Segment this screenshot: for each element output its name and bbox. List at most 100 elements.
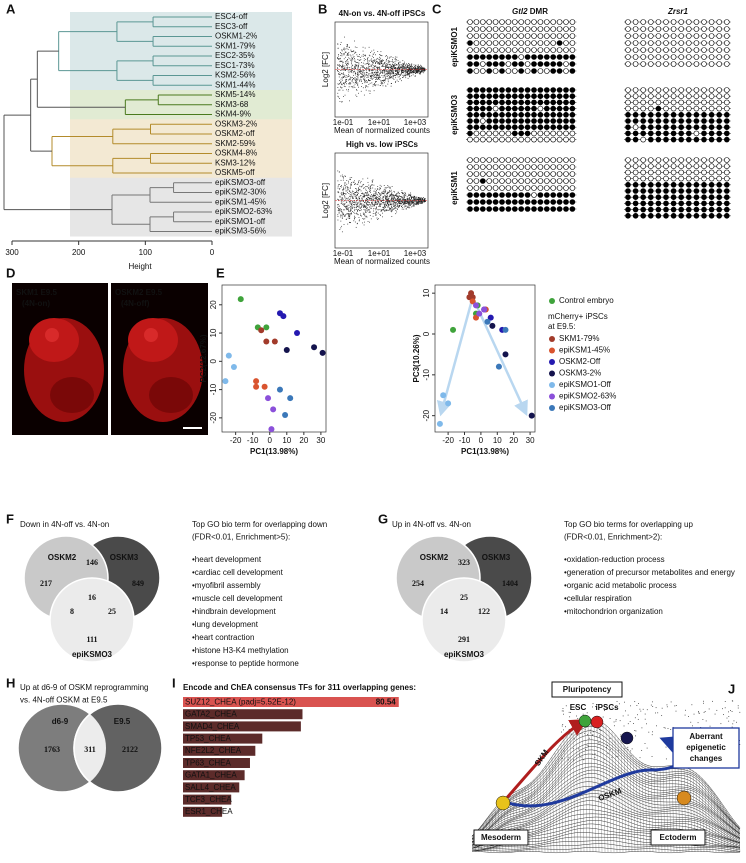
- cpg-site: [569, 61, 576, 67]
- ma-point: [380, 82, 382, 84]
- ma-point: [347, 223, 349, 225]
- ma-point: [347, 197, 349, 199]
- cpg-site: [663, 33, 669, 39]
- ma-point: [349, 191, 351, 192]
- cpg-site: [678, 136, 685, 143]
- ma-point: [367, 200, 368, 202]
- cpg-site: [678, 33, 685, 39]
- ma-point: [410, 193, 412, 195]
- ma-point: [339, 72, 341, 74]
- ma-point: [405, 193, 406, 194]
- ma-point: [363, 60, 365, 62]
- ma-point: [349, 213, 351, 215]
- ma-point: [409, 68, 411, 70]
- ma-point: [387, 192, 389, 194]
- cpg-site: [550, 40, 557, 46]
- cpg-site: [531, 118, 537, 124]
- ma-point: [404, 66, 406, 68]
- ma-point: [387, 202, 388, 204]
- cpg-site: [492, 47, 499, 53]
- cpg-site: [632, 188, 639, 194]
- cpg-site: [708, 206, 715, 213]
- cpg-site: [556, 26, 563, 32]
- ma-point: [386, 64, 388, 66]
- cpg-site: [518, 47, 525, 53]
- ma-point: [351, 202, 353, 204]
- ma-point: [350, 208, 352, 210]
- ma-point: [343, 72, 344, 74]
- landscape-contour: [471, 850, 741, 854]
- ma-point: [348, 52, 350, 53]
- cpg-site: [632, 213, 639, 219]
- ma-point: [341, 186, 343, 188]
- ma-point: [342, 82, 344, 84]
- cpg-site: [716, 33, 723, 39]
- ma-point: [357, 66, 359, 68]
- ma-point: [340, 201, 342, 203]
- ma-point: [357, 79, 359, 80]
- ma-point: [420, 201, 422, 203]
- ma-point: [373, 57, 374, 59]
- cpg-site: [499, 185, 505, 191]
- ma-point: [413, 64, 415, 66]
- ma-point: [410, 72, 412, 74]
- landscape-dot: [692, 725, 693, 727]
- ma-point: [344, 69, 346, 71]
- ma-point: [383, 185, 385, 186]
- venn-count: 16: [88, 593, 96, 602]
- cpg-site: [685, 157, 692, 163]
- cpg-site: [685, 47, 692, 53]
- ma-point: [408, 67, 409, 69]
- venn-count: 254: [412, 579, 424, 588]
- ma-point: [388, 64, 390, 65]
- ma-point: [358, 181, 360, 183]
- cpg-site: [693, 26, 700, 32]
- ma-point: [421, 198, 423, 200]
- ma-point: [401, 201, 402, 202]
- cpg-site: [632, 169, 639, 176]
- cpg-site: [531, 47, 537, 53]
- cpg-site: [543, 199, 550, 205]
- ma-point: [338, 184, 339, 186]
- ma-point: [339, 196, 341, 198]
- ma-point: [362, 196, 364, 197]
- ma-point: [361, 193, 362, 194]
- ma-point: [337, 69, 338, 71]
- landscape-dot: [570, 711, 571, 713]
- ma-point: [372, 72, 374, 74]
- cpg-site: [479, 199, 486, 205]
- ma-point: [373, 68, 374, 70]
- y-axis-label: Log2 [FC]: [321, 52, 330, 87]
- go-title: Top GO bio term for overlapping down: [192, 520, 327, 529]
- ma-point: [342, 75, 344, 77]
- ma-point: [376, 75, 378, 77]
- cpg-site: [479, 171, 486, 177]
- ma-point: [399, 74, 401, 76]
- cpg-site: [655, 40, 662, 46]
- ma-point: [396, 204, 398, 206]
- ma-point: [368, 65, 370, 67]
- landscape-dot: [731, 700, 733, 702]
- ma-point: [391, 195, 393, 197]
- ma-point: [402, 67, 403, 69]
- cpg-site: [632, 157, 639, 163]
- ma-point: [420, 68, 422, 70]
- ma-point: [362, 198, 363, 200]
- ma-point: [405, 77, 407, 79]
- ma-point: [343, 67, 344, 69]
- ma-point: [340, 44, 341, 45]
- cpg-site: [550, 192, 557, 198]
- ma-point: [359, 182, 361, 184]
- landscape-hatch: [722, 805, 726, 853]
- ma-point: [386, 196, 388, 198]
- ma-point: [369, 215, 371, 216]
- cpg-site: [499, 105, 505, 112]
- cpg-site: [685, 213, 692, 219]
- cpg-site: [693, 194, 700, 200]
- ma-point: [357, 74, 359, 76]
- ma-point: [348, 74, 349, 76]
- ma-point: [412, 74, 414, 76]
- ma-point: [418, 201, 420, 203]
- ma-point: [369, 195, 371, 197]
- cpg-site: [524, 61, 531, 67]
